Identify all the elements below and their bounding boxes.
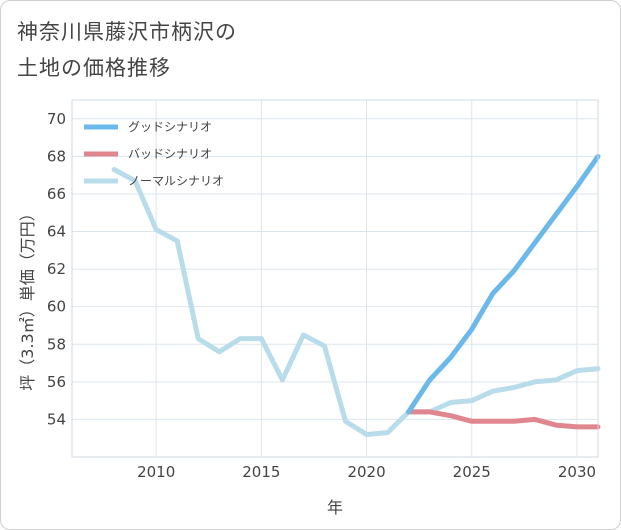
plot-frame (71, 99, 599, 458)
y-tick-label: 60 (47, 298, 66, 316)
series-line-1 (406, 409, 601, 430)
y-tick-label: 56 (47, 373, 66, 391)
y-axis-label: 坪（3.3㎡）単価（万円） (18, 205, 37, 390)
x-tick-label: 2015 (242, 463, 280, 481)
y-tick-label: 70 (47, 110, 66, 128)
x-tick-label: 2025 (453, 463, 491, 481)
legend-label-2: ノーマルシナリオ (128, 174, 224, 188)
series-line-0 (406, 153, 601, 415)
y-tick-label: 62 (47, 260, 66, 278)
x-tick-label: 2020 (347, 463, 385, 481)
y-tick-label: 64 (47, 223, 66, 241)
x-tick-label: 2030 (558, 463, 596, 481)
y-tick-label: 68 (47, 147, 66, 165)
y-tick-label: 66 (47, 185, 66, 203)
y-tick-label: 54 (47, 410, 66, 428)
series-line-2 (111, 167, 601, 437)
ticks: 2010 2015 2020 2025 2030 54 56 58 60 62 64 66 68 70 (47, 110, 596, 481)
x-tick-label: 2010 (137, 463, 175, 481)
legend-label-1: バッドシナリオ (128, 147, 212, 161)
series-layer (111, 153, 601, 437)
legend-label-0: グッドシナリオ (128, 120, 212, 134)
chart-title: 神奈川県藤沢市柄沢の 土地の価格推移 (17, 20, 237, 80)
grid (72, 100, 598, 457)
x-axis-label: 年 (327, 498, 343, 517)
y-tick-label: 58 (47, 335, 66, 353)
